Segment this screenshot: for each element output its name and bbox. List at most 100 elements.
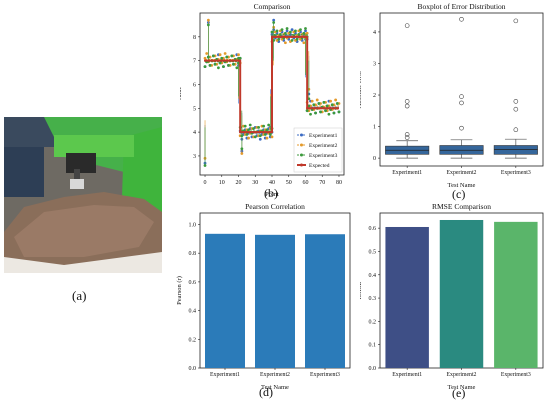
data-point	[302, 41, 306, 45]
data-point	[247, 128, 250, 132]
x-tick-label: 20	[236, 180, 242, 186]
box-experiment2	[439, 17, 484, 159]
y-tick-label: 0.2	[189, 337, 197, 343]
expected-marker	[291, 35, 294, 38]
y-tick-label: 5	[193, 106, 196, 112]
panel-label-c: (c)	[452, 187, 466, 201]
legend-label: Experiment3	[309, 153, 338, 159]
data-point	[322, 100, 326, 104]
data-point	[310, 99, 314, 103]
y-tick-label: 0.5	[369, 249, 377, 255]
data-point	[290, 28, 294, 32]
data-point	[312, 103, 316, 107]
rmse-chart: RMSE Comparison Test Name RMSE 0.0 0.1 0.2 0.3…	[360, 202, 544, 391]
data-point	[230, 54, 234, 58]
expected-marker	[329, 107, 332, 110]
data-point	[332, 111, 336, 115]
data-point	[257, 125, 261, 129]
expected-marker	[239, 131, 242, 134]
data-point	[262, 124, 266, 128]
expected-marker	[269, 131, 272, 134]
data-point	[329, 99, 333, 103]
expected-marker	[245, 131, 248, 134]
data-point	[222, 65, 225, 69]
expected-marker	[237, 59, 240, 62]
data-point	[305, 109, 309, 113]
x-tick-label: 70	[319, 180, 325, 186]
data-point	[245, 133, 249, 136]
bar-experiment2	[439, 219, 484, 368]
outlier-point	[459, 94, 464, 99]
data-point	[232, 62, 235, 66]
y-tick-label: 1.0	[189, 222, 197, 228]
data-point	[253, 135, 257, 139]
bar-experiment2	[255, 234, 295, 368]
data-point	[285, 29, 289, 33]
boxplot-chart: Boxplot of Error Distribution Test Name Ab…	[360, 2, 544, 189]
data-point	[237, 53, 240, 57]
x-tick-label: Experiment1	[210, 372, 240, 378]
panel-label-d: (d)	[259, 385, 273, 399]
y-tick-label: 6	[193, 82, 196, 88]
y-tick-label: 3	[373, 61, 376, 67]
expected-marker	[287, 35, 290, 38]
y-tick-label: 2	[373, 93, 376, 99]
y-tick-label: 0.8	[189, 251, 197, 257]
y-tick-label: 4	[373, 30, 376, 36]
x-tick-label: 30	[252, 180, 258, 186]
data-point	[247, 136, 250, 140]
outlier-point	[513, 127, 519, 133]
data-point	[218, 61, 222, 65]
y-tick-label: 0.6	[189, 280, 197, 286]
expected-marker	[214, 59, 217, 62]
outlier-point	[513, 106, 519, 112]
data-point	[248, 123, 252, 127]
x-tick-label: Experiment1	[392, 372, 422, 378]
x-tick-label: Experiment2	[447, 372, 477, 378]
legend-marker	[300, 163, 303, 167]
expected-marker	[227, 59, 230, 62]
y-tick-label: 0.3	[369, 296, 377, 302]
expected-marker	[277, 35, 280, 38]
data-point	[225, 55, 229, 59]
data-point	[297, 33, 301, 36]
x-axis-label: Test Name	[261, 384, 289, 391]
expected-marker	[249, 131, 252, 134]
bar-experiment3	[494, 221, 538, 368]
data-point	[315, 98, 319, 102]
expected-marker	[274, 35, 277, 38]
data-point	[285, 27, 289, 30]
data-point	[240, 152, 244, 155]
y-axis-label: RMSE	[360, 282, 363, 300]
data-point	[277, 37, 281, 41]
data-point	[227, 64, 230, 67]
outlier-point	[404, 99, 410, 104]
data-point	[265, 128, 269, 132]
data-point	[270, 135, 274, 139]
y-tick-label: 4	[193, 130, 196, 136]
expected-marker	[322, 107, 325, 110]
y-tick-label: 3	[193, 154, 196, 160]
chart-title: Comparison	[254, 2, 291, 11]
expected-marker	[312, 107, 315, 110]
data-point	[283, 31, 287, 35]
box-experiment1	[385, 23, 430, 159]
data-point	[258, 134, 262, 138]
data-point	[223, 52, 227, 55]
panel-label-a: (a)	[72, 288, 87, 303]
data-point	[330, 103, 334, 107]
data-point	[309, 112, 312, 116]
y-tick-label: 7	[193, 59, 196, 65]
x-tick-label: 80	[336, 180, 342, 186]
data-point	[337, 110, 341, 114]
expected-marker	[234, 59, 237, 62]
data-point	[317, 102, 321, 105]
data-point	[325, 104, 329, 108]
x-axis-label: Point	[265, 191, 279, 198]
data-point	[235, 66, 239, 70]
data-point	[327, 112, 331, 116]
y-axis-label: Pearson (r)	[176, 276, 183, 305]
y-tick-label: 0	[373, 156, 376, 162]
data-point	[208, 64, 212, 67]
expected-marker	[259, 131, 262, 134]
